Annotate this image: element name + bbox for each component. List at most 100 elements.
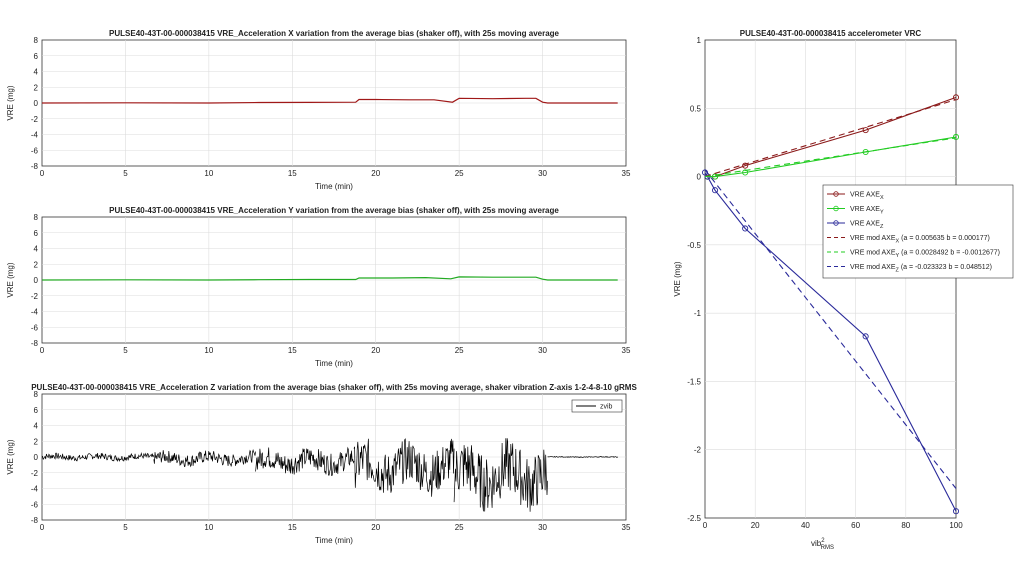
legend-label: VRE mod AXEX (a = 0.005635 b = 0.000177) <box>850 235 990 245</box>
x-tick-label: 10 <box>204 346 213 355</box>
y-tick-label: 6 <box>34 229 39 238</box>
y-tick-label: 0 <box>34 453 39 462</box>
y-tick-label: 4 <box>34 245 39 254</box>
y-tick-label: 0 <box>34 276 39 285</box>
y-tick-label: -2 <box>31 292 39 301</box>
x-tick-label: 20 <box>751 521 760 530</box>
vibration-segment <box>453 438 548 512</box>
chart-title: PULSE40-43T-00-000038415 VRE_Acceleratio… <box>109 29 560 38</box>
y-tick-label: -2 <box>31 115 39 124</box>
legend-marker <box>833 191 839 197</box>
vibration-segment <box>41 452 155 462</box>
data-point <box>862 127 869 134</box>
series-line <box>704 99 957 178</box>
x-tick-label: 0 <box>40 169 45 178</box>
x-tick-label: 10 <box>204 523 213 532</box>
data-point <box>742 225 749 232</box>
x-tick-label: 20 <box>371 346 380 355</box>
chart-vrc: 0 20 40 60 80 100 -2.5 -2 -1.5 -1 -0.5 0 0.5 1 PULSE40… <box>673 29 1014 551</box>
x-tick-label: 40 <box>801 521 810 530</box>
series-line <box>41 276 618 281</box>
x-tick-label: 25 <box>455 346 464 355</box>
y-tick-label: -0.5 <box>687 241 701 250</box>
vibration-segment <box>353 438 455 497</box>
y-axis-label: VRE (mg) <box>6 85 15 120</box>
x-tick-label: 5 <box>123 169 128 178</box>
legend-marker <box>833 205 839 212</box>
plot-area <box>704 39 957 519</box>
chart-x: 0 5 10 15 20 25 30 35 -8 -6 -4 -2 0 2 4 6 8 PULSE40-43T-0… <box>6 29 631 191</box>
x-tick-label: 60 <box>851 521 860 530</box>
y-tick-label: 6 <box>34 52 39 61</box>
y-tick-label: -4 <box>31 308 39 317</box>
y-tick-label: 8 <box>34 390 39 399</box>
x-tick-label: 30 <box>538 169 547 178</box>
y-tick-label: 4 <box>34 422 39 431</box>
y-tick-label: -4 <box>31 485 39 494</box>
y-tick-label: 0.5 <box>690 104 702 113</box>
legend-marker <box>833 220 839 226</box>
x-tick-label: 80 <box>901 521 910 530</box>
x-tick-label: 10 <box>204 169 213 178</box>
y-tick-label: -4 <box>31 131 39 140</box>
legend: zvib <box>571 399 623 413</box>
data-point <box>742 162 749 169</box>
data-point <box>862 148 869 156</box>
legend-label: VRE mod AXEZ (a = -0.023323 b = 0.048512… <box>850 264 992 274</box>
y-tick-label: -2.5 <box>687 514 701 523</box>
chart-title: PULSE40-43T-00-000038415 accelerometer V… <box>740 29 922 38</box>
x-axis-label: Time (min) <box>315 536 353 545</box>
series-line <box>704 137 957 178</box>
chart-z: 0 5 10 15 20 25 30 35 -8 -6 -4 -2 0 2 4 6 8PULSE40-43T-0… <box>6 383 637 545</box>
y-tick-label: -8 <box>31 162 39 171</box>
x-tick-label: 15 <box>288 523 297 532</box>
y-tick-label: -8 <box>31 516 39 525</box>
legend-box <box>571 399 623 413</box>
x-tick-label: 15 <box>288 346 297 355</box>
y-tick-label: 2 <box>34 260 39 269</box>
legend-label: VRE AXEY <box>850 206 884 216</box>
y-tick-label: 0 <box>697 173 702 182</box>
legend-box <box>822 184 1014 279</box>
chart-title: PULSE40-43T-00-000038415 VRE_Acceleratio… <box>109 206 559 215</box>
x-tick-label: 5 <box>123 346 128 355</box>
data-point <box>711 187 719 194</box>
vibration-segment <box>255 446 355 476</box>
x-tick-label: 0 <box>703 521 708 530</box>
x-tick-label: 35 <box>622 523 631 532</box>
x-tick-label: 0 <box>40 523 45 532</box>
series-line <box>704 169 957 489</box>
x-tick-label: 20 <box>371 169 380 178</box>
y-tick-label: -8 <box>31 339 39 348</box>
y-axis-label: VRE (mg) <box>6 262 15 297</box>
x-tick-label: 30 <box>538 346 547 355</box>
y-tick-label: 8 <box>34 36 39 45</box>
y-tick-label: 6 <box>34 406 39 415</box>
y-tick-label: -6 <box>31 500 39 509</box>
data-point <box>952 508 960 515</box>
y-tick-label: -6 <box>31 323 39 332</box>
y-tick-label: 1 <box>697 36 702 45</box>
x-tick-label: 25 <box>455 523 464 532</box>
x-axis-label: Time (min) <box>315 182 353 191</box>
chart-y: 0 5 10 15 20 25 30 35 -8 -6 -4 -2 0 2 4 6 8 PULSE40-43T-0… <box>6 206 631 368</box>
x-tick-label: 20 <box>371 523 380 532</box>
vibration-segment <box>153 449 256 468</box>
legend-label: VRE mod AXEY (a = 0.0028492 b = -0.00126… <box>850 250 1000 260</box>
y-tick-label: 2 <box>34 437 39 446</box>
y-tick-label: 2 <box>34 83 39 92</box>
y-tick-label: 0 <box>34 99 39 108</box>
chart-title: PULSE40-43T-00-000038415 VRE_Acceleratio… <box>31 383 637 392</box>
legend-label: VRE AXEZ <box>850 221 884 231</box>
x-tick-label: 25 <box>455 169 464 178</box>
y-tick-label: 4 <box>34 68 39 77</box>
vibration-segment <box>547 455 618 458</box>
x-tick-label: 100 <box>949 521 963 530</box>
y-tick-label: -2 <box>31 469 39 478</box>
legend-label: zvib <box>600 404 613 411</box>
legend-label: VRE AXEX <box>850 192 884 202</box>
x-tick-label: 15 <box>288 169 297 178</box>
x-axis-label: Time (min) <box>315 359 353 368</box>
x-tick-label: 35 <box>622 346 631 355</box>
